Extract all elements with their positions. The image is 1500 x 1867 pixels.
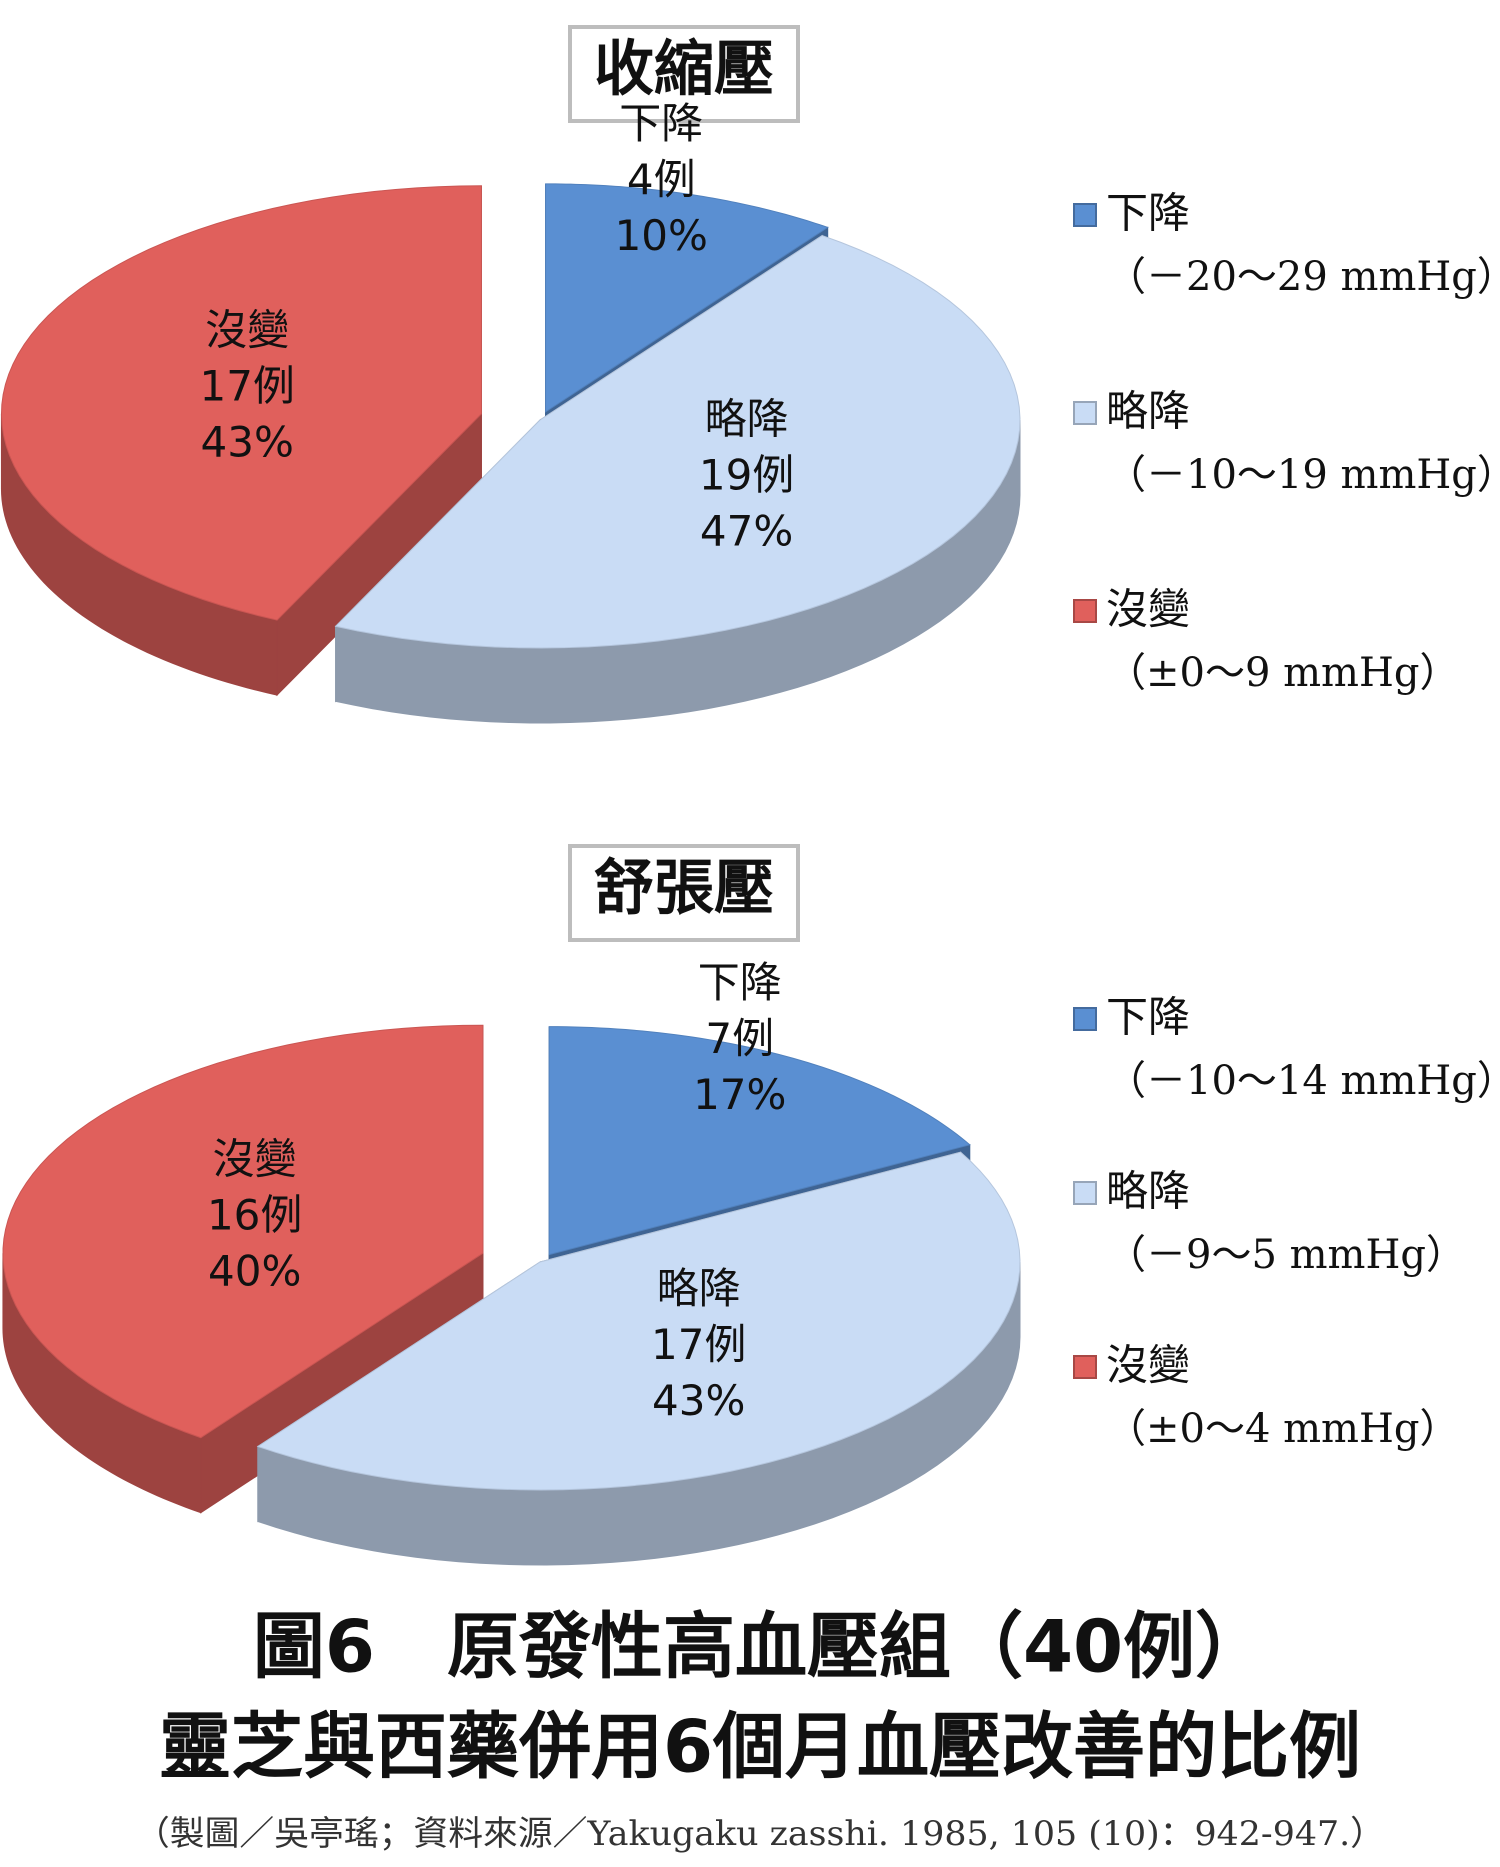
slice [256,1151,1021,1491]
slice [0,185,482,621]
data-label-value: 47% [700,507,793,556]
legend-marker [1073,1355,1097,1379]
legend-marker [1073,203,1097,227]
legend-label: 下降 [1106,993,1190,1042]
data-label-name: 略降 [657,1264,741,1313]
title-box [568,844,800,942]
pie [0,183,1021,724]
legend-marker [1073,1007,1097,1031]
data-label-count: 4例 [627,155,696,204]
data-label-count: 17例 [651,1320,746,1369]
legend-note: （－10～14 mmHg） [1106,1058,1500,1104]
legend-label: 略降 [1106,387,1190,436]
data-label-value: 10% [615,211,708,260]
legend-note: （±0～4 mmHg） [1106,1406,1459,1452]
caption-subtitle: 靈芝與西藥併用6個月血壓改善的比例 [159,1705,1361,1789]
slice [545,183,829,413]
data-label-name: 下降 [698,958,782,1007]
caption-title: 圖6 原發性高血壓組（40例） [253,1605,1267,1689]
legend-label: 沒變 [1106,1341,1190,1390]
legend-label: 下降 [1106,189,1190,238]
legend-note: （－20～29 mmHg） [1106,254,1500,300]
legend-marker [1073,1181,1097,1205]
data-label-name: 略降 [705,395,789,444]
legend-note: （±0～9 mmHg） [1106,650,1459,696]
legend-note: （－9～5 mmHg） [1106,1232,1466,1278]
pie [2,1024,1021,1566]
data-label-count: 17例 [199,361,294,410]
caption-source: （製圖／吳亭瑤；資料來源／Yakugaku zasshi. 1985, 105 … [135,1814,1385,1854]
data-label-name: 沒變 [213,1134,297,1183]
legend-marker [1073,401,1097,425]
slice [548,1026,971,1256]
chart-title: 舒張壓 [594,854,774,924]
data-label-name: 沒變 [205,305,289,354]
data-label-value: 17% [693,1070,786,1119]
data-label-value: 40% [208,1246,301,1295]
data-label-name: 下降 [619,99,703,148]
title-box [568,25,800,123]
chart-title: 收縮壓 [594,35,774,105]
legend-note: （－10～19 mmHg） [1106,452,1500,498]
data-label-value: 43% [652,1376,745,1425]
data-label-value: 43% [201,417,294,466]
data-label-count: 7例 [705,1014,774,1063]
legend-label: 略降 [1106,1167,1190,1216]
data-label-count: 16例 [207,1190,302,1239]
slice [2,1024,484,1439]
legend-marker [1073,599,1097,623]
legend-label: 沒變 [1106,585,1190,634]
slice [334,234,1021,649]
data-label-count: 19例 [699,451,794,500]
